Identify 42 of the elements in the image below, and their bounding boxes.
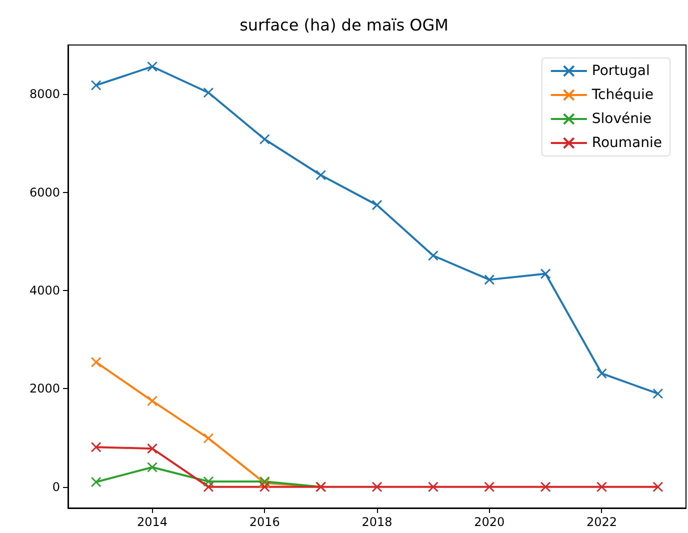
point bbox=[203, 482, 214, 492]
point bbox=[90, 356, 102, 368]
y-tick-label: 0 bbox=[52, 480, 60, 494]
chart-title: surface (ha) de maïs OGM bbox=[240, 16, 448, 34]
point bbox=[147, 61, 158, 72]
y-tick-label: 4000 bbox=[29, 283, 60, 298]
x-tick-label: 2022 bbox=[586, 515, 617, 529]
y-tick-label: 2000 bbox=[29, 382, 60, 396]
x-tick-label: 2020 bbox=[474, 515, 505, 529]
point bbox=[316, 170, 326, 180]
point bbox=[484, 274, 495, 285]
point bbox=[259, 134, 270, 145]
x-tick-label: 2018 bbox=[362, 515, 392, 529]
point bbox=[540, 268, 551, 280]
point bbox=[428, 250, 438, 261]
x-tick-label: 2016 bbox=[249, 515, 280, 529]
point bbox=[484, 482, 495, 492]
point bbox=[259, 482, 270, 492]
point bbox=[596, 368, 607, 379]
point bbox=[540, 482, 551, 492]
point bbox=[90, 442, 102, 452]
point bbox=[90, 476, 102, 488]
point bbox=[147, 462, 158, 472]
legend-label: Portugal bbox=[592, 63, 650, 79]
y-tick-label: 6000 bbox=[29, 185, 60, 200]
legend-label: Tchéquie bbox=[590, 87, 654, 103]
legend-label: Slovénie bbox=[592, 111, 652, 127]
point bbox=[203, 87, 214, 98]
point bbox=[652, 388, 664, 399]
legend-label: Roumanie bbox=[592, 135, 662, 151]
y-tick-label: 8000 bbox=[29, 87, 60, 102]
point bbox=[372, 482, 382, 492]
point bbox=[147, 443, 158, 454]
point bbox=[203, 433, 214, 444]
point bbox=[428, 482, 438, 492]
point bbox=[596, 482, 607, 492]
point bbox=[203, 476, 214, 487]
point bbox=[652, 482, 664, 492]
point bbox=[90, 80, 102, 91]
point bbox=[372, 200, 382, 210]
x-tick-label: 2014 bbox=[137, 515, 168, 529]
point bbox=[147, 396, 158, 406]
